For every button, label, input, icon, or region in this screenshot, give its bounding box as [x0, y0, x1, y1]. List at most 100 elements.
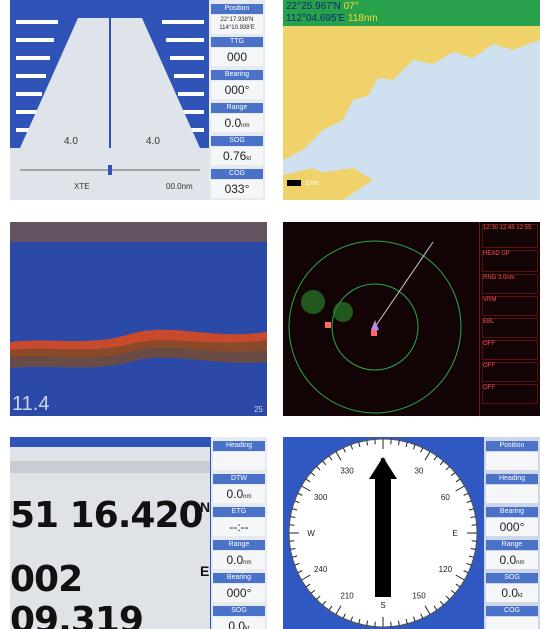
radar-cell[interactable]: RNG 3.0nm [482, 274, 538, 294]
compass-tick [470, 516, 476, 519]
highway-panel[interactable]: 4.0 4.0 XTE 00.0nm Position 22°17.938'N … [10, 0, 265, 200]
sog-value: 0.0kt [213, 617, 265, 629]
etg-label: ETG [213, 507, 265, 517]
heading-arrow-shaft [375, 477, 391, 597]
radar-cell[interactable]: HEAD UP [482, 250, 538, 272]
compass-tick [445, 466, 450, 471]
compass-tick-label: 210 [340, 591, 354, 600]
compass-tick [350, 616, 354, 622]
compass-tick [358, 618, 361, 624]
sounder-panel[interactable]: 11.4 25 [10, 222, 267, 416]
range-label: Range [211, 103, 263, 113]
compass-tick [412, 616, 416, 622]
radar-cell[interactable]: OFF [482, 362, 538, 382]
compass-tick [335, 451, 342, 461]
position-panel[interactable]: 51 16.420 N 002 09.319 E Heading DTW 0.0… [10, 437, 267, 629]
range-value: 0.0nm [211, 114, 263, 132]
position-value: 22°17.938'N 114°10.938'E [211, 15, 263, 34]
compass-tick-label: W [307, 529, 315, 538]
position-display: 51 16.420 N 002 09.319 E [10, 447, 210, 629]
dtw-value: 0.0nm [213, 485, 265, 503]
highway-sidebar: Position 22°17.938'N 114°10.938'E TTG 00… [209, 0, 265, 200]
radar-panel[interactable]: 12:30 12:45 12:55 HEAD UP RNG 3.0nm VRM … [283, 222, 540, 416]
compass-tick [366, 440, 369, 446]
compass-tick-label: 30 [415, 467, 424, 476]
chart-scale: 1nm [305, 180, 319, 187]
compass-tick [290, 516, 296, 519]
compass-tick [445, 595, 450, 600]
compass-tick [342, 447, 346, 453]
compass-tick [328, 605, 333, 611]
position-strip [10, 461, 210, 473]
chart-header: 22°25.967'N 07° 112°04.695'E 118nm [283, 0, 540, 26]
position-label: Position [486, 441, 538, 451]
compass-tick [335, 605, 342, 615]
radar-cell[interactable]: OFF [482, 384, 538, 404]
compass-panel[interactable]: N3060E120150S210240W300330 Position Head… [283, 437, 540, 629]
compass-tick [439, 460, 444, 466]
compass-tick-label: 60 [441, 493, 450, 502]
heading-label: Heading [213, 441, 265, 451]
compass-tick [424, 605, 431, 615]
compass-tick [316, 466, 321, 471]
highway-view [10, 0, 210, 200]
sog-label: SOG [213, 606, 265, 616]
xte-value: 00.0nm [166, 182, 193, 191]
sog-value: 0.0kt [486, 584, 538, 602]
compass-tick [322, 600, 327, 606]
compass-tick [366, 620, 369, 626]
position-value [486, 452, 538, 470]
sounder-display [10, 222, 267, 416]
compass-tick [412, 444, 416, 450]
dtw-label: DTW [213, 474, 265, 484]
cog-value [486, 617, 538, 629]
compass-tick-label: S [380, 601, 385, 610]
compass-tick [305, 583, 311, 588]
compass-tick-label: 330 [340, 467, 354, 476]
compass-tick [301, 574, 311, 581]
compass-tick [468, 555, 474, 558]
bearing-label: Bearing [211, 70, 263, 80]
latitude-hemisphere: N [200, 499, 211, 515]
compass-tick [468, 508, 474, 511]
compass-tick-label: 120 [439, 565, 453, 574]
compass-tick [322, 460, 327, 466]
chart-lon: 112°04.695'E [286, 13, 346, 24]
radar-cell[interactable]: 12:30 12:45 12:55 [482, 224, 538, 248]
xte-label: XTE [74, 182, 90, 191]
compass-tick [301, 485, 311, 492]
bearing-value: 000° [486, 518, 538, 536]
compass-tick [316, 595, 321, 600]
chart-panel[interactable]: 22°25.967'N 07° 112°04.695'E 118nm 1nm [283, 0, 540, 200]
compass-tick [294, 500, 300, 504]
radar-cell[interactable]: OFF [482, 340, 538, 360]
range-label: Range [213, 540, 265, 550]
compass-tick [297, 570, 303, 574]
radar-cell[interactable]: VRM [482, 296, 538, 316]
ttg-value: 000 [211, 48, 263, 66]
position-sidebar: Heading DTW 0.0nm ETG --:-- Range 0.0nm … [211, 437, 267, 629]
compass-tick [397, 440, 400, 446]
highway-left-value: 4.0 [64, 136, 78, 147]
compass-tick [420, 447, 424, 453]
bearing-value: 000° [211, 81, 263, 99]
bearing-label: Bearing [486, 507, 538, 517]
radar-cell[interactable]: EBL [482, 318, 538, 338]
compass-tick [455, 485, 465, 492]
compass-tick [292, 508, 298, 511]
compass-tick [342, 613, 346, 619]
compass-rose: N3060E120150S210240W300330 [288, 438, 478, 628]
cog-value: 033° [211, 180, 263, 198]
radar-sidebar: 12:30 12:45 12:55 HEAD UP RNG 3.0nm VRM … [479, 222, 540, 416]
compass-tick [450, 589, 456, 594]
compass-tick [433, 455, 438, 461]
highway-right-value: 4.0 [146, 136, 160, 147]
compass-tick-label: 300 [314, 493, 328, 502]
range-value: 0.0nm [213, 551, 265, 569]
ttg-label: TTG [211, 37, 263, 47]
chart-lat: 22°25.967'N [286, 1, 341, 12]
heading-value [213, 452, 265, 470]
sog-label: SOG [211, 136, 263, 146]
chart-lat-extra: 07° [343, 1, 359, 12]
compass-tick [420, 613, 424, 619]
